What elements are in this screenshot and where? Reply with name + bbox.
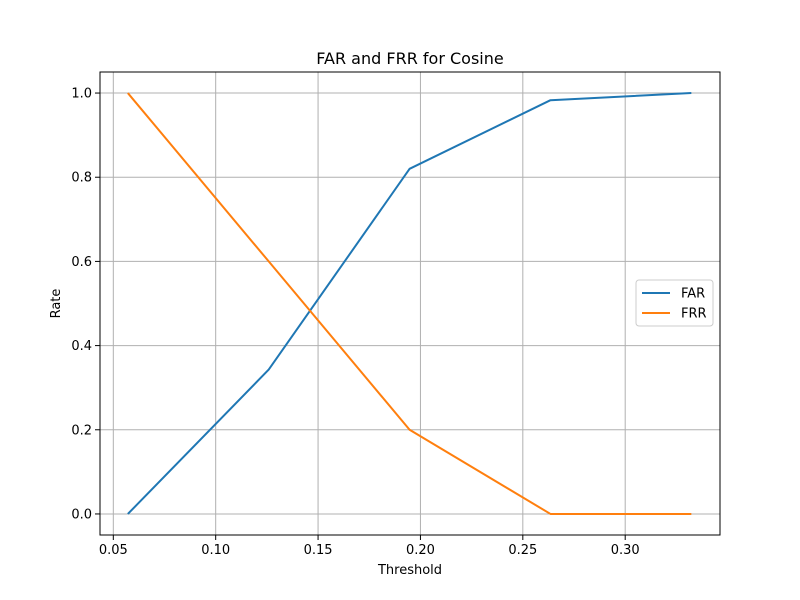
y-tick-label: 0.4 [71, 339, 92, 354]
plot-frame [99, 71, 721, 536]
x-tick-label: 0.10 [201, 543, 230, 558]
y-tick-label: 0.6 [71, 255, 92, 270]
grid [100, 72, 720, 535]
y-tick-label: 0.2 [71, 423, 92, 438]
x-tick-label: 0.20 [406, 543, 435, 558]
y-axis-label: Rate [49, 289, 64, 319]
series-line-frr [127, 92, 692, 515]
y-tick-label: 1.0 [71, 87, 92, 102]
y-tick-label: 0.0 [71, 507, 92, 522]
series-line-far [127, 92, 692, 515]
series-layer [127, 92, 692, 515]
y-tick-label: 0.8 [71, 171, 92, 186]
x-tick-label: 0.15 [304, 543, 333, 558]
ticks: 0.05 0.10 0.15 0.20 0.25 0.30 0.0 0.2 0.4 0.6 0.8 1… [71, 87, 639, 558]
legend: FAR FRR [635, 279, 714, 327]
chart-title: FAR and FRR for Cosine [316, 49, 503, 68]
legend-label-far: FAR [681, 287, 705, 302]
x-tick-label: 0.05 [99, 543, 128, 558]
legend-label-frr: FRR [681, 307, 707, 322]
x-tick-label: 0.30 [611, 543, 640, 558]
x-tick-label: 0.25 [508, 543, 537, 558]
legend-box [635, 279, 714, 327]
x-axis-label: Threshold [377, 563, 442, 578]
